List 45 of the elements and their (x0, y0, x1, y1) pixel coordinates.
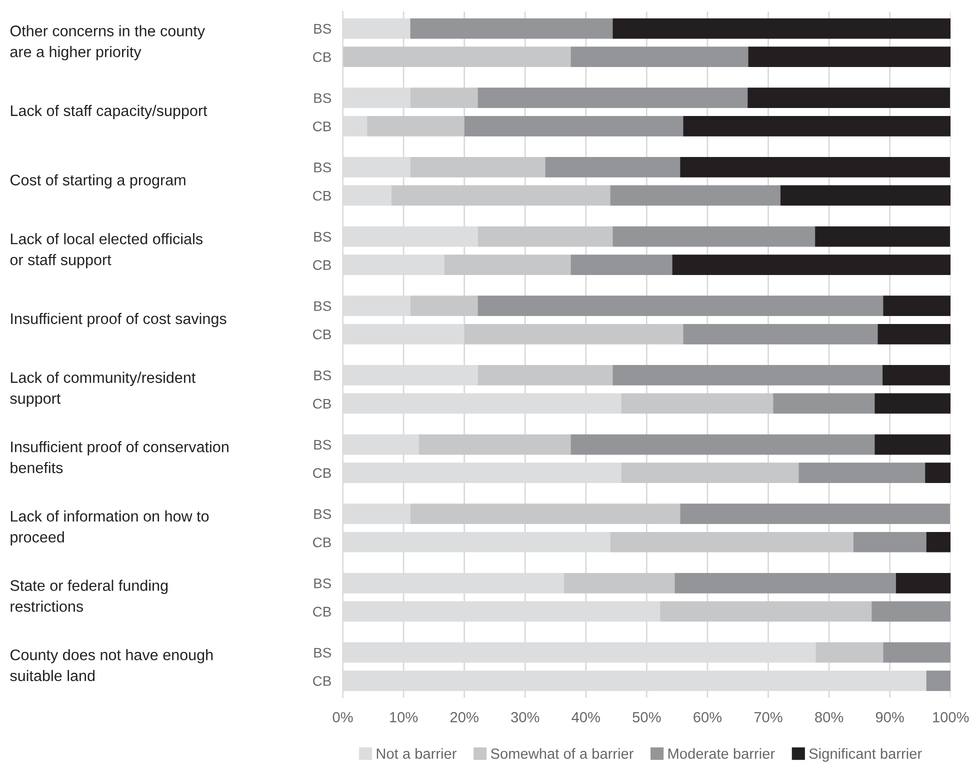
y-tick-label: BS (314, 93, 332, 104)
legend-label: Significant barrier (809, 748, 922, 762)
y-tick-label: CB (313, 122, 331, 132)
text: Lack of information on how to proceed (10, 510, 209, 546)
text: Other concerns in the county are a higher priority (10, 25, 206, 60)
y-tick-label: BS (314, 232, 332, 242)
y-tick-label: CB (313, 468, 331, 478)
x-tick-label: 50% (632, 712, 661, 722)
x-tick-label: 0% (332, 712, 353, 722)
y-tick-label: BS (314, 648, 332, 658)
x-tick-label: 30% (511, 712, 540, 722)
legend-label: Moderate barrier (668, 748, 775, 759)
text: Lack of staff capacity/support (10, 104, 208, 120)
y-tick-label: CB (313, 260, 331, 270)
text: Lack of community/resident support (10, 372, 196, 407)
y-tick-label: CB (313, 606, 331, 617)
x-tick-label: 90% (876, 712, 904, 722)
y-tick-label: CB (313, 676, 331, 686)
x-tick-label: 70% (754, 712, 782, 722)
y-tick-label: CB (313, 190, 331, 201)
y-tick-label: BS (314, 301, 332, 312)
y-tick-label: CB (313, 52, 331, 62)
y-tick-label: BS (314, 509, 332, 519)
legend-label: Somewhat of a barrier (490, 748, 634, 759)
y-tick-label: BS (314, 162, 332, 172)
x-tick-label: 10% (390, 712, 418, 722)
y-tick-label: BS (314, 440, 332, 450)
text: Cost of starting a program (10, 174, 186, 188)
text: State or federal funding restrictions (10, 580, 168, 612)
x-tick-label: 60% (694, 712, 722, 722)
text: Lack of local elected officials or staff support (10, 233, 203, 268)
y-tick-label: CB (313, 537, 331, 548)
y-tick-label: CB (313, 398, 331, 409)
y-tick-label: BS (314, 370, 332, 380)
y-tick-label: CB (313, 329, 331, 340)
x-tick-label: 20% (450, 712, 478, 722)
y-tick-label: BS (314, 578, 332, 588)
legend-label: Not a barrier (376, 748, 456, 759)
x-tick-label: 40% (572, 712, 600, 722)
text: Insufficient proof of cost savings (11, 312, 226, 328)
x-tick-label: 100% (933, 712, 969, 722)
x-tick-label: 80% (815, 712, 844, 722)
text: Insufficient proof of conservation benefits (10, 441, 228, 474)
y-tick-label: BS (314, 24, 332, 34)
text: County does not have enough suitable land (10, 649, 213, 682)
